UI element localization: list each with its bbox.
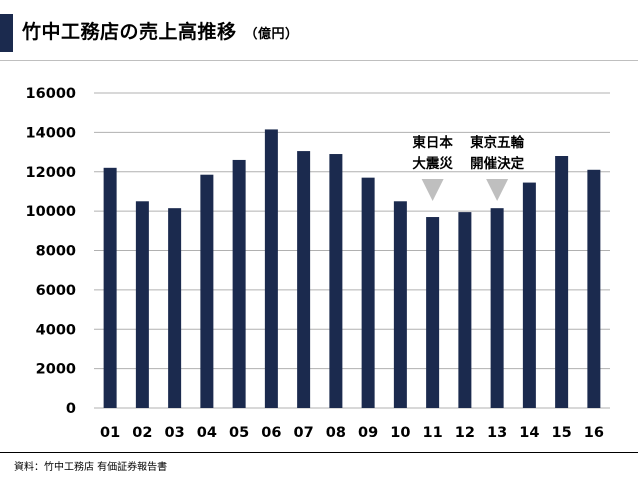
y-tick-label: 14000 (26, 125, 76, 141)
bar-01 (103, 167, 117, 408)
annotation-marker-icon (421, 179, 444, 201)
page-title: 竹中工務店の売上高推移 （億円） (22, 17, 299, 44)
bar-05 (232, 159, 246, 408)
x-tick-label: 11 (423, 425, 443, 441)
bar-03 (168, 208, 182, 408)
x-tick-label: 14 (519, 425, 539, 441)
x-tick-label: 09 (358, 425, 378, 441)
source-note: 資料：竹中工務店 有価証券報告書 (14, 462, 168, 473)
x-tick-label: 10 (390, 425, 410, 441)
annotation-marker-icon (486, 179, 509, 201)
x-tick-label: 08 (326, 425, 346, 441)
annotation-text: 東日本 (412, 134, 453, 151)
bar-14 (522, 182, 536, 408)
bar-13 (490, 208, 504, 408)
annotation-text: 開催決定 (470, 155, 524, 172)
bar-10 (393, 201, 407, 408)
y-tick-label: 2000 (36, 362, 76, 378)
bar-06 (264, 129, 278, 408)
bar-chart: 0 2000 4000 6000 8000 10000 12000 14000 16000 01… (26, 86, 610, 441)
y-tick-label: 12000 (26, 165, 76, 181)
x-tick-label: 16 (584, 425, 604, 441)
annotation-text: 大震災 (412, 155, 453, 172)
x-tick-label: 06 (261, 425, 281, 441)
title-text: 竹中工務店の売上高推移 (22, 21, 237, 43)
footer-divider (0, 452, 638, 453)
bar-04 (200, 174, 214, 408)
bar-16 (587, 169, 601, 408)
title-unit: （億円） (244, 27, 299, 42)
bar-11 (426, 217, 440, 408)
y-axis-ticks: 0 2000 4000 6000 8000 10000 12000 14000 16000 (26, 86, 76, 417)
title-accent-bar (0, 14, 13, 52)
y-tick-label: 0 (66, 401, 76, 417)
bars (103, 129, 601, 408)
y-tick-label: 8000 (36, 244, 76, 260)
bar-02 (135, 201, 149, 408)
bar-15 (555, 156, 569, 408)
y-tick-label: 6000 (36, 283, 76, 299)
x-tick-label: 12 (455, 425, 475, 441)
bar-09 (361, 177, 375, 408)
title-divider (0, 60, 638, 61)
bar-07 (297, 151, 311, 408)
x-tick-label: 15 (552, 425, 572, 441)
annotation-text: 東京五輪 (470, 134, 524, 151)
x-tick-label: 03 (165, 425, 185, 441)
bar-08 (329, 154, 343, 408)
x-tick-label: 13 (487, 425, 507, 441)
x-axis-ticks: 01 02 03 04 05 06 07 08 09 10 11 12 13 14 15 16 (100, 425, 604, 441)
x-tick-label: 01 (100, 425, 120, 441)
y-tick-label: 10000 (26, 204, 76, 220)
x-tick-label: 05 (229, 425, 249, 441)
bar-12 (458, 212, 472, 408)
x-tick-label: 07 (294, 425, 314, 441)
y-tick-label: 4000 (36, 322, 76, 338)
x-tick-label: 02 (132, 425, 152, 441)
x-tick-label: 04 (197, 425, 217, 441)
y-tick-label: 16000 (26, 86, 76, 102)
